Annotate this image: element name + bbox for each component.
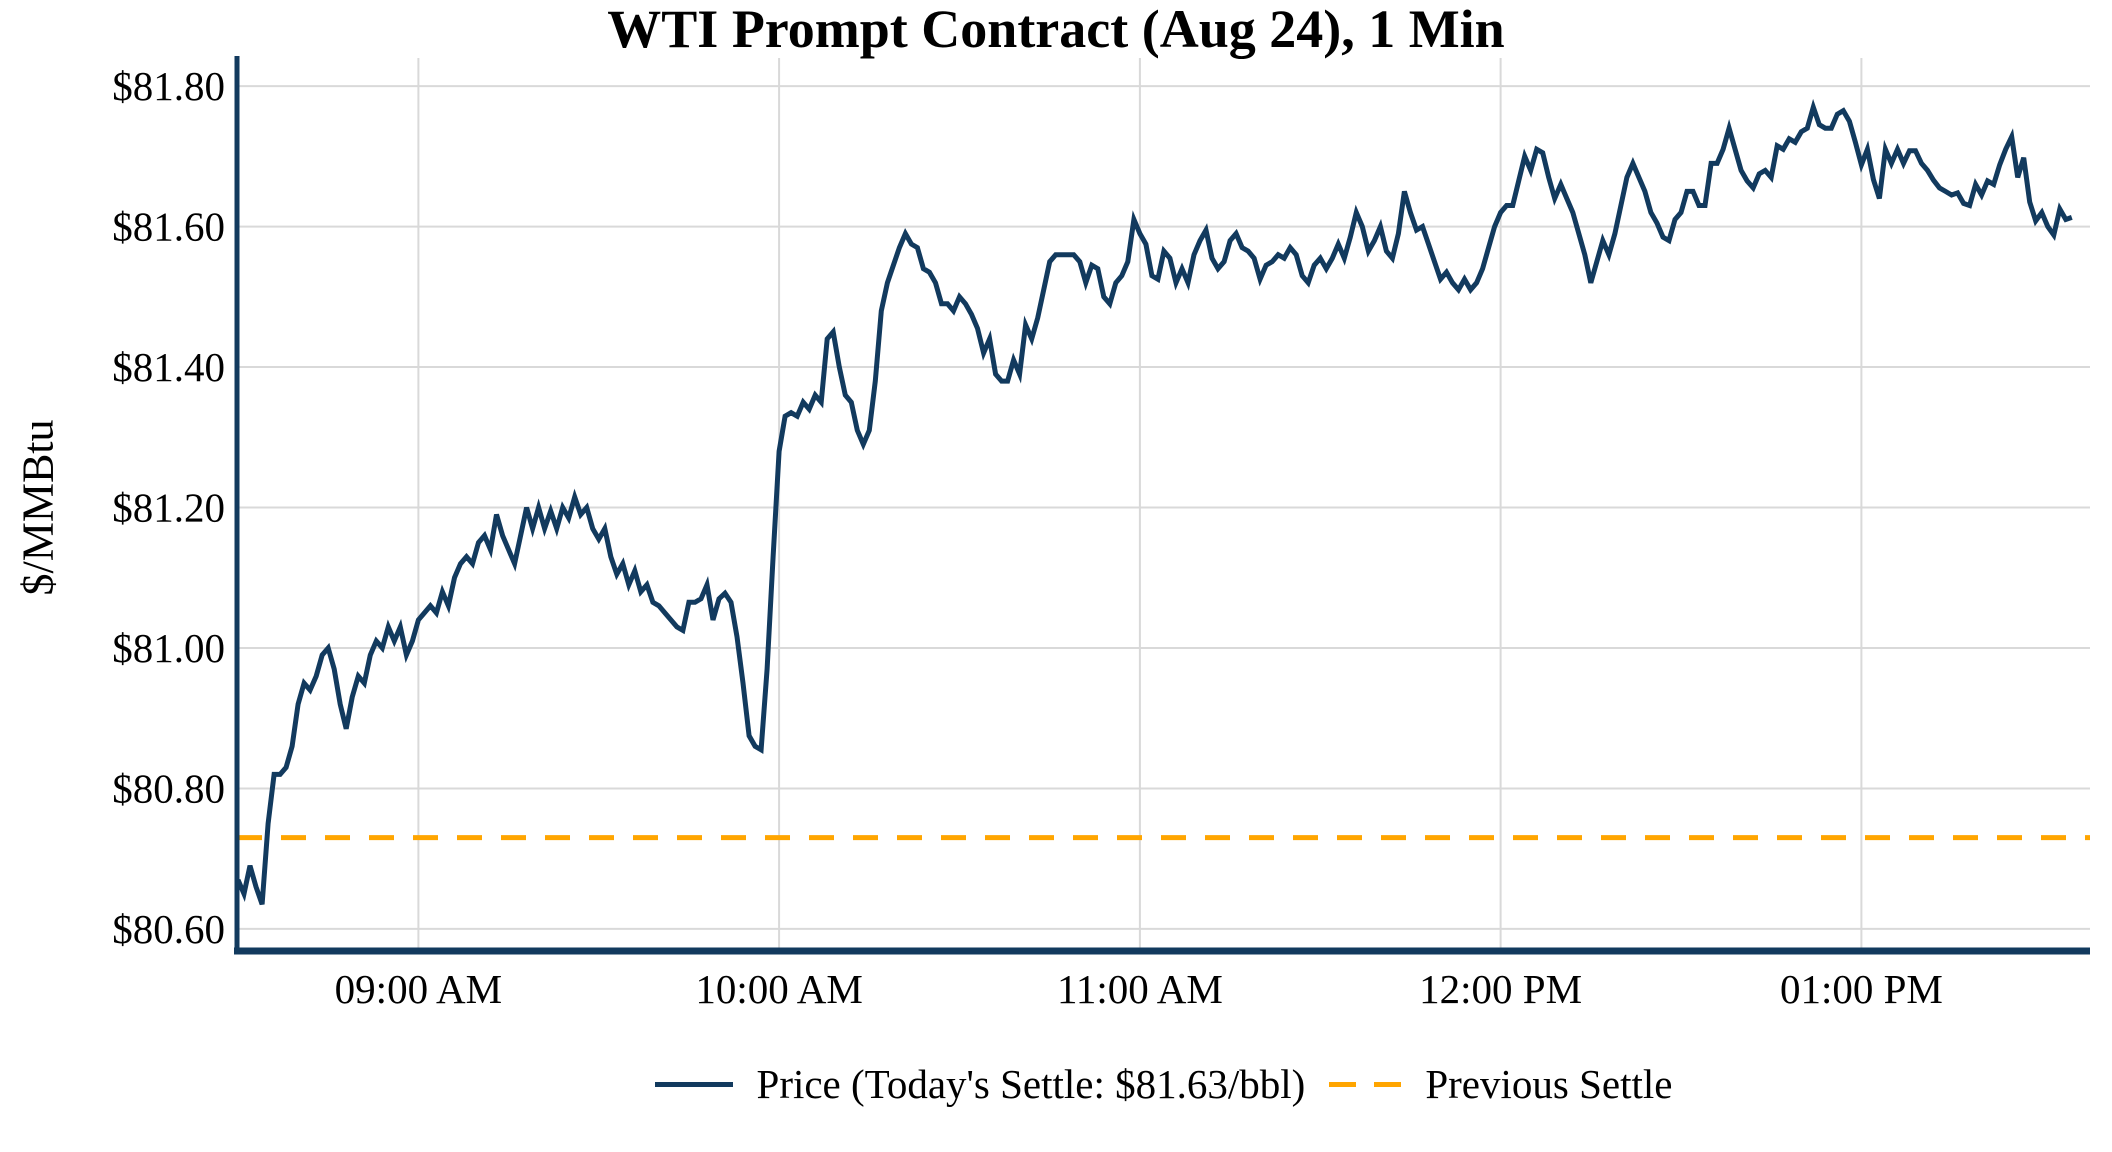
previous-settle-legend-label: Previous Settle — [1425, 1061, 1673, 1107]
y-tick-label: $81.80 — [112, 63, 225, 109]
y-axis-tick-labels: $81.80 $81.60 $81.40 $81.20 $81.00 $80.80 $80.… — [112, 63, 225, 952]
axes — [234, 56, 2090, 955]
x-tick-label: 11:00 AM — [1057, 966, 1223, 1012]
y-axis-title: $/MMBtu — [13, 419, 63, 596]
price-legend-label: Price (Today's Settle: $81.63/bbl) — [756, 1061, 1306, 1107]
x-tick-label: 01:00 PM — [1780, 966, 1943, 1012]
y-tick-label: $81.00 — [112, 625, 225, 671]
price-line-legend-swatch — [654, 1081, 733, 1087]
price-line — [235, 98, 2073, 906]
x-tick-label: 10:00 AM — [695, 966, 862, 1012]
y-tick-label: $80.60 — [112, 906, 225, 952]
x-axis-tick-labels: 09:00 AM 10:00 AM 11:00 AM 12:00 PM 01:00 PM — [335, 966, 1943, 1012]
chart-title: WTI Prompt Contract (Aug 24), 1 Min — [607, 0, 1505, 59]
x-tick-label: 09:00 AM — [335, 966, 502, 1012]
y-tick-label: $80.80 — [112, 766, 225, 812]
y-tick-label: $81.20 — [112, 485, 225, 531]
previous-settle-legend-swatch — [1329, 1081, 1402, 1087]
gridlines — [237, 58, 2090, 950]
y-tick-label: $81.40 — [112, 344, 225, 390]
legend: Price (Today's Settle: $81.63/bbl) Previ… — [237, 1060, 2090, 1108]
x-tick-label: 12:00 PM — [1419, 966, 1582, 1012]
y-tick-label: $81.60 — [112, 204, 225, 250]
